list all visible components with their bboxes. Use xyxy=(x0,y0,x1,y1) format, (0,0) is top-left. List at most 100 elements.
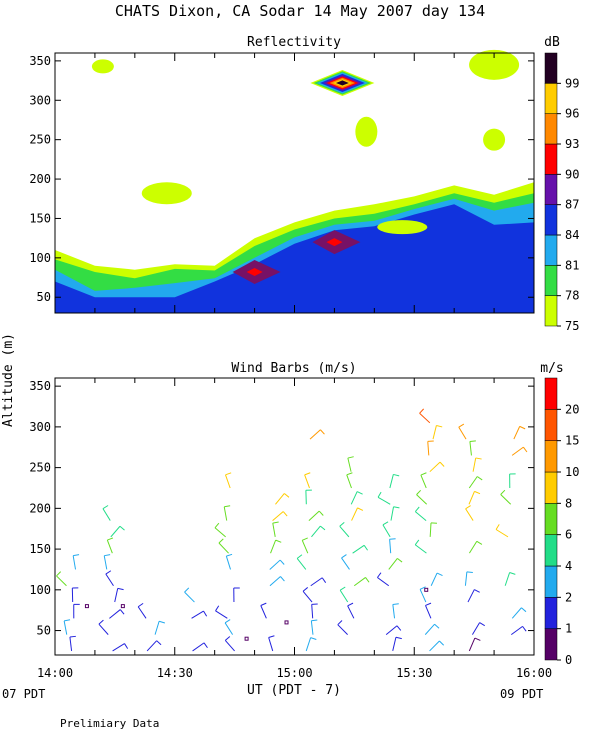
wind-barb xyxy=(109,609,125,619)
wind-barb xyxy=(388,557,403,570)
wind-barb xyxy=(304,472,311,489)
wind-barb xyxy=(112,643,129,652)
wind-colorbar-label-8: 8 xyxy=(565,496,572,510)
wind-barb xyxy=(416,489,428,505)
wind-barb xyxy=(425,602,432,619)
wind-barb xyxy=(347,602,355,619)
wind-barb xyxy=(389,473,400,489)
reflectivity-island-2 xyxy=(355,116,378,147)
y-tick-label-200: 200 xyxy=(29,501,51,515)
wind-barb xyxy=(347,456,354,472)
wind-barb xyxy=(105,570,114,587)
wind-barb xyxy=(377,491,391,505)
x-left-local-time: 07 PDT xyxy=(2,687,45,701)
wind-colorbar: 0 1 2 4 6 8 10 15 20 xyxy=(544,377,579,667)
calm-marker-4 xyxy=(424,587,429,592)
wind-barb xyxy=(218,538,229,554)
wind-barb xyxy=(429,522,438,537)
wind-barb xyxy=(382,521,391,538)
y-tick-label-350: 350 xyxy=(29,379,51,393)
wind-barb xyxy=(98,619,109,635)
reflectivity-colorbar-label-84: 84 xyxy=(565,228,579,242)
wind-barb xyxy=(339,586,349,603)
wind-barb xyxy=(137,602,147,619)
wind-colorbar-swatch-6 xyxy=(544,503,558,535)
wind-barb xyxy=(472,457,482,472)
wind-barb xyxy=(71,587,79,603)
reflectivity-colorbar-swatch-81 xyxy=(544,234,558,266)
wind-barb xyxy=(510,625,527,636)
wind-barb xyxy=(224,619,234,635)
y-tick-label-50: 50 xyxy=(37,290,51,304)
wind-barb xyxy=(495,524,509,538)
wind-y-axis: 50 100 150 200 250 300 350 xyxy=(29,379,534,638)
wind-colorbar-swatch-1 xyxy=(544,597,558,629)
wind-barb xyxy=(468,637,481,652)
y-tick-label-250: 250 xyxy=(29,133,51,147)
wind-colorbar-label-6: 6 xyxy=(565,528,572,542)
wind-barb xyxy=(419,586,427,603)
reflectivity-core-90db-0 xyxy=(246,268,263,277)
reflectivity-spot-ring-8 xyxy=(336,80,349,86)
wind-barb xyxy=(192,642,208,652)
wind-x-axis: 14:00 14:30 15:00 15:30 16:00 xyxy=(37,378,552,680)
wind-barb xyxy=(268,635,275,652)
wind-barb xyxy=(224,636,235,652)
reflectivity-colorbar-label-87: 87 xyxy=(565,198,579,212)
wind-barb xyxy=(392,636,402,652)
reflectivity-title: Reflectivity xyxy=(247,35,341,50)
wind-colorbar-swatch-10 xyxy=(544,440,558,473)
wind-barb xyxy=(420,472,427,489)
wind-barb xyxy=(311,603,318,619)
y-tick-label-150: 150 xyxy=(29,542,51,556)
wind-barb xyxy=(337,620,348,635)
y-tick-label-200: 200 xyxy=(29,172,51,186)
reflectivity-unit-label: dB xyxy=(544,35,560,50)
wind-barb xyxy=(114,587,124,603)
calm-marker-2 xyxy=(244,636,249,641)
reflectivity-island-1 xyxy=(141,182,192,205)
wind-barb xyxy=(392,603,399,619)
wind-barb xyxy=(225,553,233,570)
reflectivity-colorbar-label-81: 81 xyxy=(565,258,579,272)
reflectivity-colorbar-swatch-96 xyxy=(544,83,558,114)
wind-unit-label: m/s xyxy=(540,361,563,376)
wind-barb xyxy=(310,577,327,587)
x-tick-label-4: 16:00 xyxy=(516,666,552,680)
wind-barb xyxy=(69,635,76,651)
y-tick-label-350: 350 xyxy=(29,54,51,68)
wind-barb xyxy=(471,622,486,635)
wind-colorbar-label-15: 15 xyxy=(565,434,579,448)
wind-barb xyxy=(458,423,467,440)
wind-barb xyxy=(429,640,445,652)
wind-colorbar-label-20: 20 xyxy=(565,402,579,416)
reflectivity-colorbar-label-90: 90 xyxy=(565,167,579,181)
wind-barb xyxy=(225,472,232,489)
wind-barb xyxy=(191,610,208,619)
wind-barb xyxy=(269,559,285,570)
reflectivity-island-0 xyxy=(91,59,114,74)
reflectivity-island-5 xyxy=(469,49,520,80)
reflectivity-colorbar-swatch-78 xyxy=(544,265,558,296)
wind-colorbar-swatch-2 xyxy=(544,565,558,598)
wind-barb xyxy=(215,605,228,619)
wind-barb xyxy=(270,539,282,554)
wind-barb xyxy=(504,572,516,586)
wind-barb xyxy=(73,603,80,619)
wind-barb xyxy=(509,473,516,488)
x-tick-label-1: 14:30 xyxy=(157,666,193,680)
x-axis-label: UT (PDT - 7) xyxy=(247,683,341,698)
wind-barb xyxy=(468,540,483,554)
calm-marker-3 xyxy=(284,620,289,625)
wind-barb xyxy=(305,637,317,652)
wind-barb xyxy=(468,490,481,505)
wind-barb xyxy=(469,440,476,456)
altitude-axis-label: Altitude (m) xyxy=(1,333,16,427)
wind-barb xyxy=(351,507,364,521)
figure-title: CHATS Dixon, CA Sodar 14 May 2007 day 13… xyxy=(115,2,485,20)
wind-barb xyxy=(464,571,473,586)
wind-barb xyxy=(500,489,512,505)
wind-barb xyxy=(419,408,431,424)
wind-barb xyxy=(72,554,80,570)
